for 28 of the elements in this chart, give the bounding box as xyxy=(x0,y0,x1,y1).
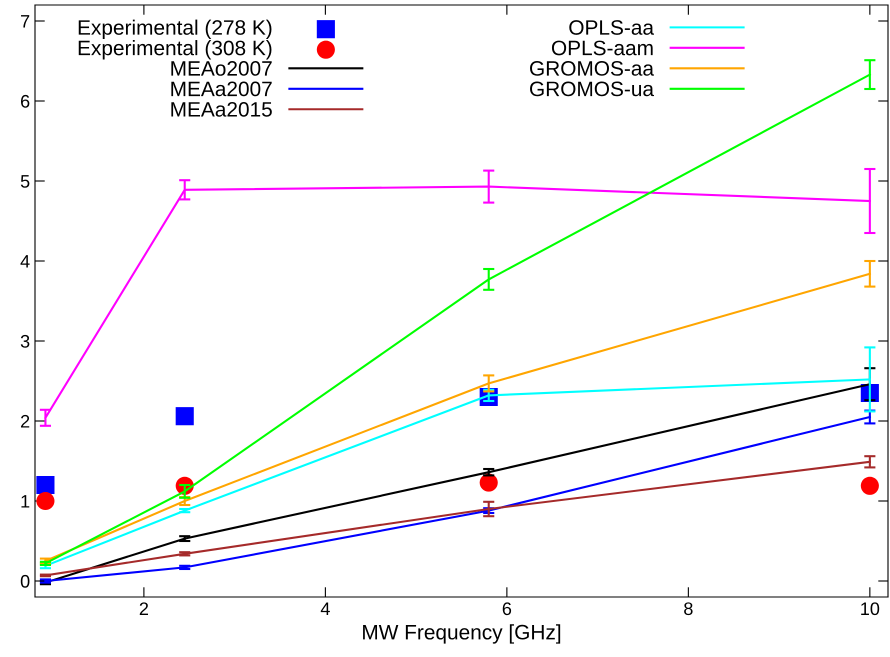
legend-label: Experimental (278 K) xyxy=(78,20,272,40)
legend-label: Experimental (308 K) xyxy=(78,40,272,60)
legend-label: GROMOS-ua xyxy=(530,82,654,96)
y-tick-label: 5 xyxy=(20,175,30,188)
y-tick-label: 2 xyxy=(21,414,30,428)
legend-label: OPLS-aam xyxy=(552,40,653,56)
x-tick-label: 4 xyxy=(320,602,330,615)
legend-label: MEAa2007 xyxy=(171,82,272,96)
point xyxy=(36,476,54,494)
x-axis-title: MW Frequency [GHz] xyxy=(363,624,560,644)
x-tick-label: 2 xyxy=(140,602,148,615)
x-tick-label: 8 xyxy=(684,602,693,616)
point xyxy=(480,474,498,492)
y-tick-label: 3 xyxy=(20,334,30,348)
point xyxy=(176,407,194,426)
y-tick-label: 6 xyxy=(21,94,30,108)
y-tick-label: 7 xyxy=(21,15,30,28)
y-tick-label: 0 xyxy=(20,574,30,588)
x-tick-label: 6 xyxy=(502,602,512,616)
point xyxy=(36,492,54,510)
legend-label: GROMOS-aa xyxy=(530,61,654,76)
y-tick-label: 1 xyxy=(21,495,30,508)
legend-label: MEAa2015 xyxy=(171,102,272,117)
point xyxy=(860,476,879,495)
x-tick-label: 10 xyxy=(861,602,880,616)
legend-label: OPLS-aa xyxy=(569,20,654,35)
legend-label: MEAo2007 xyxy=(171,61,272,76)
y-tick-label: 4 xyxy=(20,255,30,268)
